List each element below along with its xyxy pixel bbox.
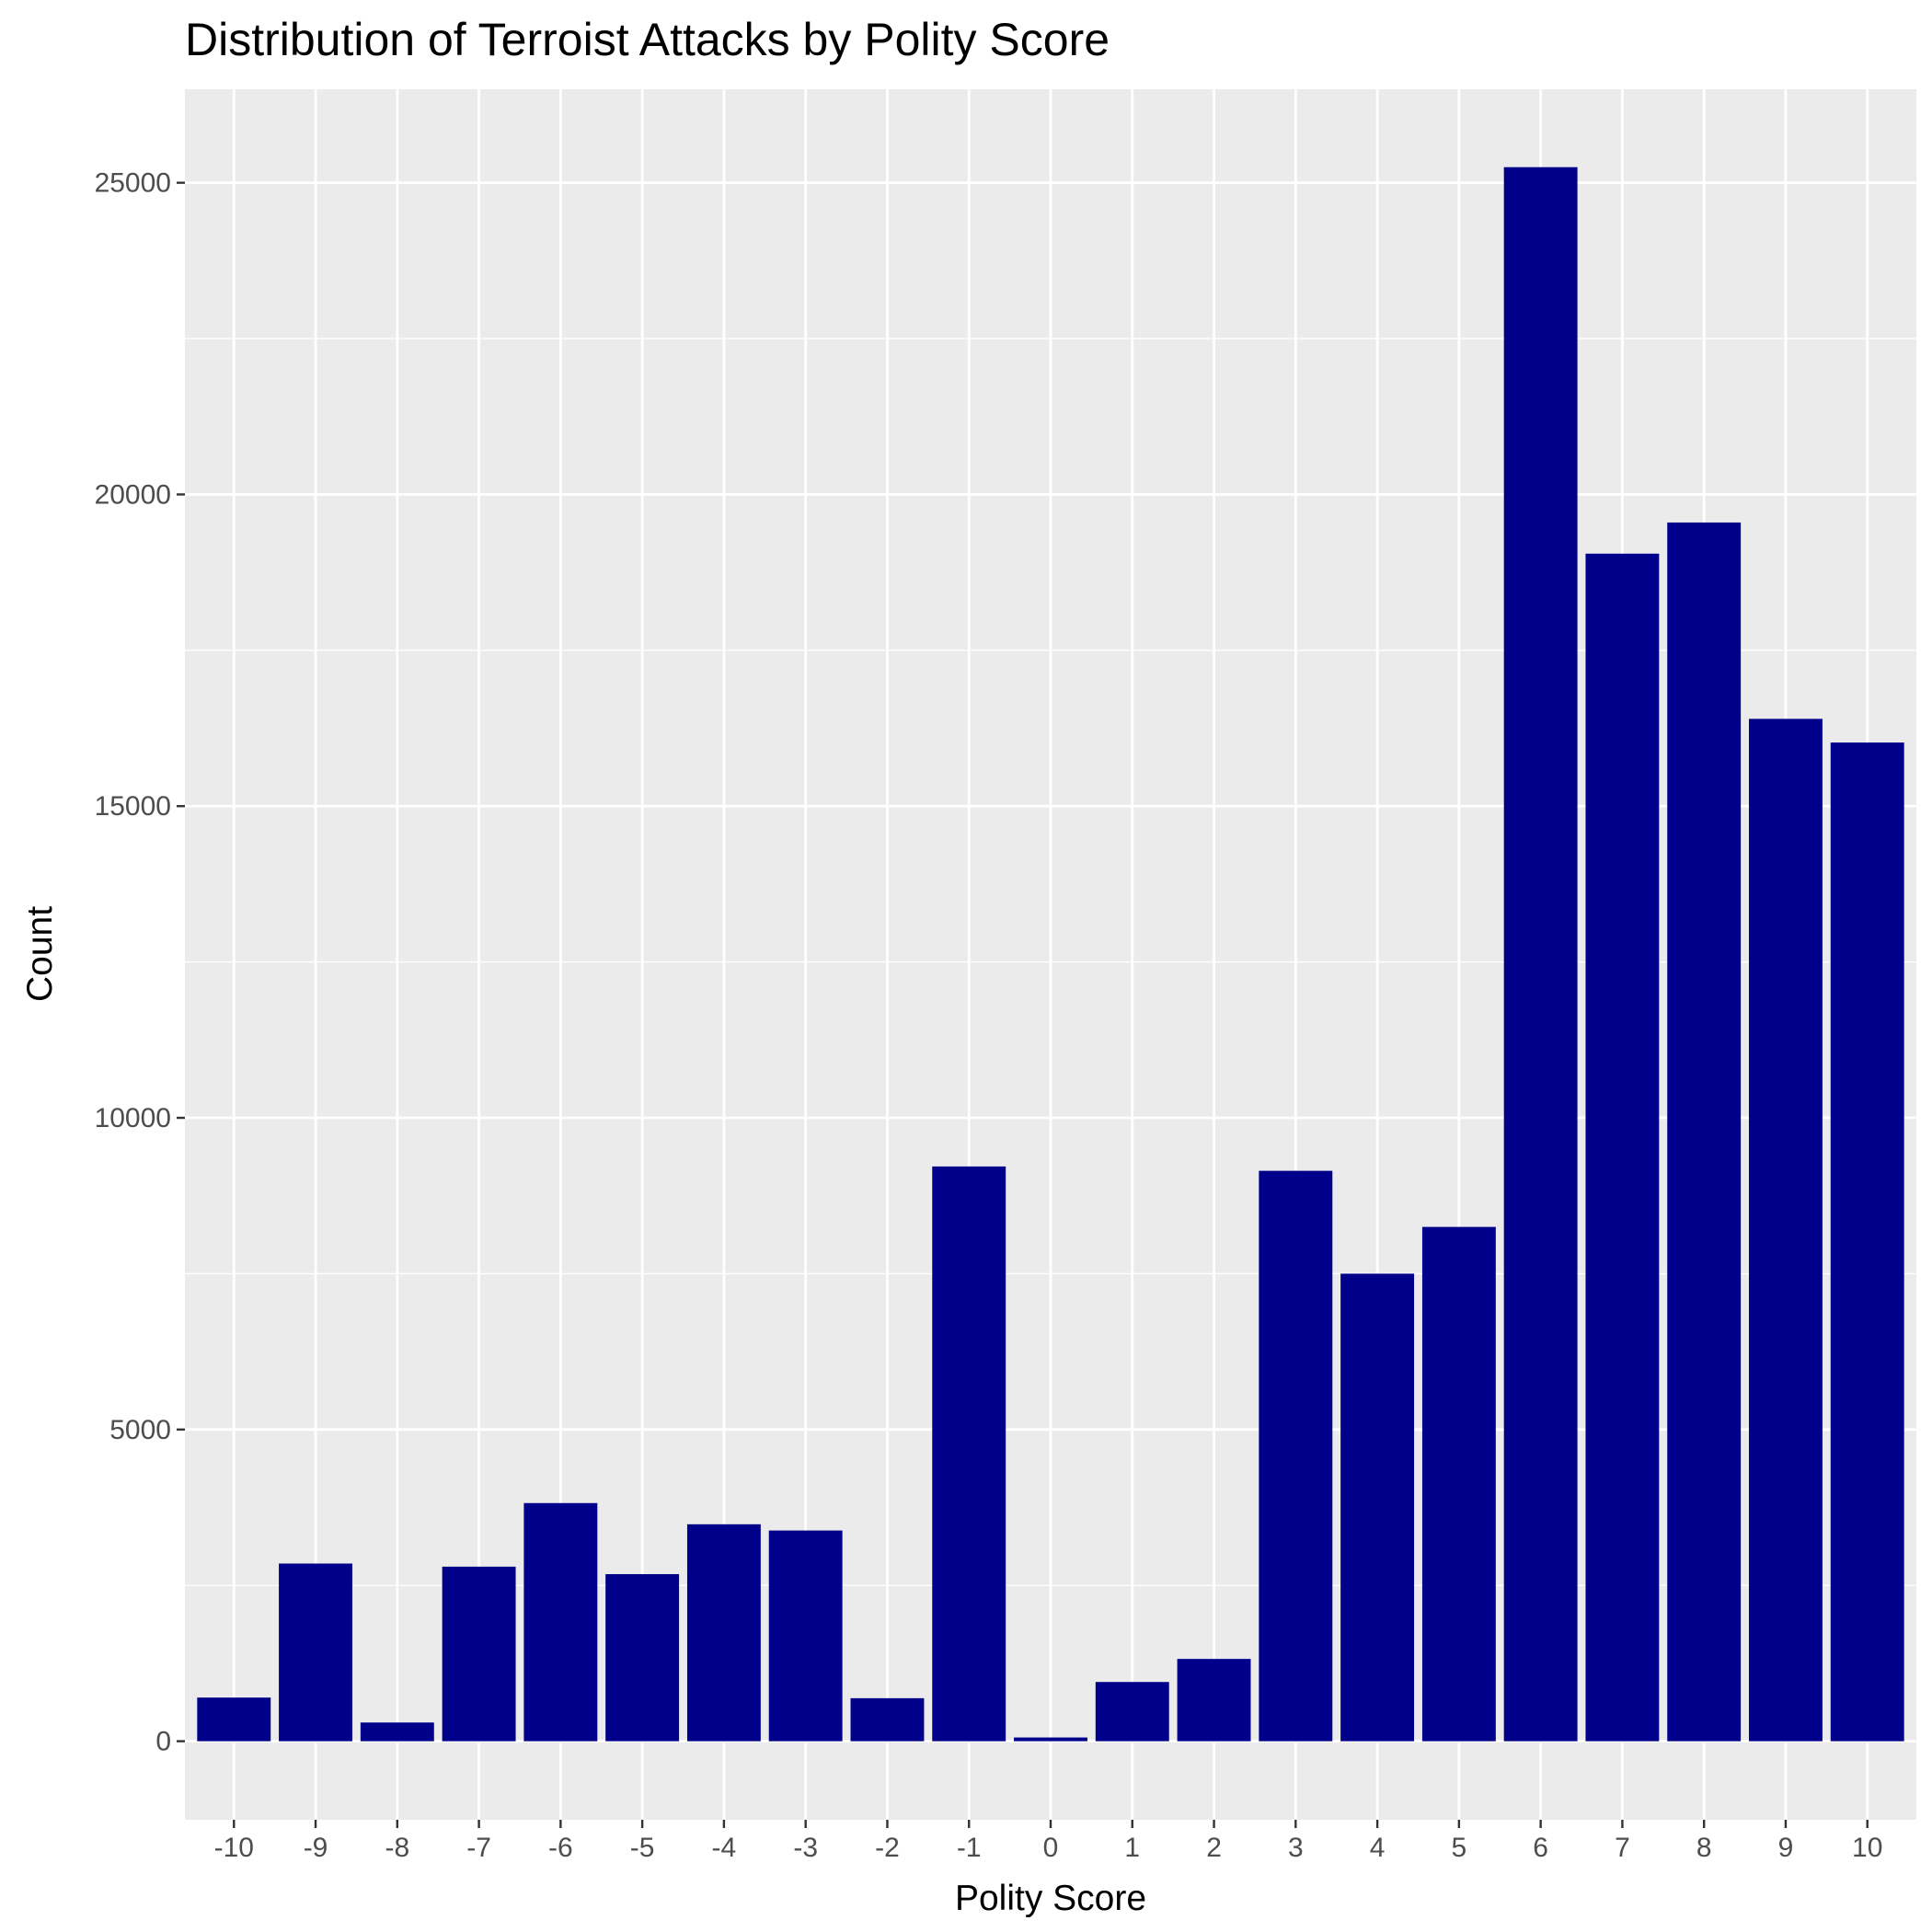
x-axis: -10 -9 -8 -7 -6 -5 -4 -3 -2 -1 0 1 2 3 4 5 6 7 8 9 10 — [214, 1820, 1882, 1863]
x-tick-label: 4 — [1370, 1833, 1386, 1863]
bar — [1830, 742, 1904, 1742]
bars — [197, 167, 1904, 1742]
y-axis: 0 5000 10000 15000 20000 25000 — [95, 168, 185, 1757]
y-tick-label: 0 — [155, 1727, 171, 1757]
bar — [850, 1697, 925, 1742]
bar — [442, 1566, 516, 1742]
bar — [1749, 719, 1823, 1742]
y-axis-title: Count — [20, 906, 60, 1002]
x-tick-label: 10 — [1852, 1833, 1882, 1863]
bar — [1585, 553, 1660, 1742]
bar — [1177, 1659, 1251, 1742]
bar — [1503, 167, 1578, 1742]
x-tick-label: 8 — [1696, 1833, 1712, 1863]
bar — [605, 1574, 680, 1742]
bar — [1095, 1682, 1169, 1742]
x-tick-label: 3 — [1288, 1833, 1304, 1863]
bar — [1259, 1170, 1333, 1742]
x-tick-label: -4 — [712, 1833, 737, 1863]
x-axis-title: Polity Score — [955, 1879, 1146, 1918]
x-tick-label: -10 — [214, 1833, 254, 1863]
bar — [360, 1722, 434, 1742]
bar — [932, 1166, 1006, 1742]
bar — [768, 1530, 843, 1742]
x-tick-label: -5 — [630, 1833, 655, 1863]
x-tick-label: 6 — [1533, 1833, 1548, 1863]
bar — [279, 1563, 352, 1742]
chart-title: Distribution of Terroist Attacks by Poli… — [185, 14, 1110, 65]
bar — [1340, 1273, 1415, 1742]
bar — [1421, 1226, 1496, 1742]
y-tick-label: 5000 — [109, 1415, 171, 1445]
y-tick-label: 10000 — [95, 1103, 171, 1133]
bar — [1667, 522, 1742, 1742]
x-tick-label: -1 — [957, 1833, 982, 1863]
x-tick-label: 7 — [1615, 1833, 1630, 1863]
x-tick-label: 2 — [1206, 1833, 1222, 1863]
bar — [197, 1697, 271, 1742]
x-tick-label: -6 — [548, 1833, 573, 1863]
y-tick-label: 25000 — [95, 168, 171, 199]
x-tick-label: -7 — [466, 1833, 491, 1863]
x-tick-label: 1 — [1124, 1833, 1140, 1863]
y-tick-label: 15000 — [95, 791, 171, 822]
x-tick-label: 9 — [1778, 1833, 1794, 1863]
y-tick-label: 20000 — [95, 479, 171, 510]
x-tick-label: -8 — [385, 1833, 409, 1863]
x-tick-label: 5 — [1452, 1833, 1467, 1863]
x-tick-label: -9 — [304, 1833, 328, 1863]
x-tick-label: -3 — [793, 1833, 818, 1863]
bar — [1014, 1737, 1087, 1742]
x-tick-label: -2 — [875, 1833, 900, 1863]
bar — [523, 1502, 598, 1742]
x-tick-label: 0 — [1043, 1833, 1059, 1863]
bar — [686, 1524, 761, 1742]
